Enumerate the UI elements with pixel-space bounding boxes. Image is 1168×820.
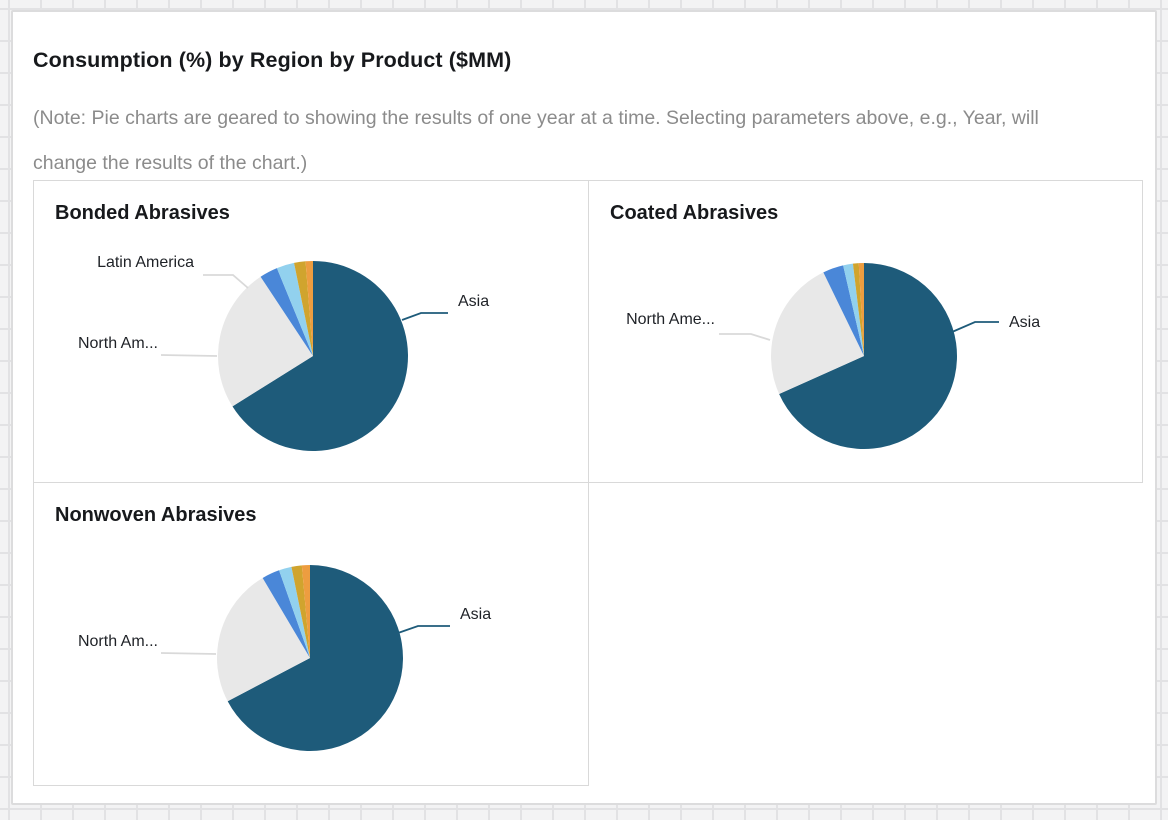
chart-title-bonded-abrasives: Bonded Abrasives <box>55 202 230 224</box>
chart-title-nonwoven-abrasives: Nonwoven Abrasives <box>55 504 257 526</box>
leader-line-north-america <box>160 652 217 655</box>
chart-cell-nonwoven-abrasives: North Am... Asia Nonwoven Abrasives <box>33 482 589 786</box>
pie-slice-north-am[interactable] <box>216 577 310 702</box>
coated-abrasives-pie-chart: North Ame... Asia <box>626 263 1040 449</box>
leader-line-north-america <box>160 354 218 357</box>
pie-slice-latin-america[interactable] <box>260 268 313 356</box>
page-title: Consumption (%) by Region by Product ($M… <box>33 48 512 72</box>
page-note: (Note: Pie charts are geared to showing … <box>33 107 1039 174</box>
pie-slice-unlabeled-3[interactable] <box>843 263 864 356</box>
dashboard-card: Consumption (%) by Region by Product ($M… <box>11 10 1157 805</box>
pie <box>216 565 403 751</box>
pie <box>217 261 408 451</box>
pie-slice-asia[interactable] <box>232 261 408 451</box>
chart-title-coated-abrasives: Coated Abrasives <box>610 202 779 224</box>
pie-slice-asia[interactable] <box>227 565 403 751</box>
pie-slice-unlabeled-2[interactable] <box>823 265 864 356</box>
bonded-abrasives-pie-chart: Latin America North Am... Asia <box>78 254 489 451</box>
leader-line-latin-america <box>203 274 249 289</box>
slice-label-north-america: North Am... <box>78 633 158 650</box>
pie-slice-unlabeled-5[interactable] <box>301 565 310 658</box>
chart-grid: Latin America North Am... Asia Bonded Ab… <box>33 180 1143 786</box>
leader-line-north-america <box>719 333 771 341</box>
pie-slice-unlabeled-2[interactable] <box>262 570 310 658</box>
slice-label-north-america: North Ame... <box>626 311 715 328</box>
leader-line-asia <box>951 321 999 333</box>
slice-label-asia: Asia <box>458 293 489 310</box>
leader-line-asia <box>401 312 448 321</box>
pie-slice-north-am[interactable] <box>217 276 313 407</box>
pie-slice-unlabeled-3[interactable] <box>279 566 310 658</box>
nonwoven-abrasives-pie-chart: North Am... Asia <box>78 565 491 751</box>
pie-slice-unlabeled-5[interactable] <box>305 261 313 356</box>
pie-slice-unlabeled-4[interactable] <box>852 263 864 356</box>
chart-cell-coated-abrasives: North Ame... Asia Coated Abrasives <box>588 180 1143 483</box>
slice-label-asia: Asia <box>1009 314 1040 331</box>
pie-slice-unlabeled-3[interactable] <box>276 262 313 356</box>
pie-slice-unlabeled-4[interactable] <box>294 261 313 356</box>
slice-label-north-america: North Am... <box>78 335 158 352</box>
slice-label-asia: Asia <box>460 606 491 623</box>
pie <box>771 263 958 449</box>
pie-slice-unlabeled-5[interactable] <box>858 263 864 356</box>
pie-slice-unlabeled-4[interactable] <box>291 565 310 658</box>
slice-label-latin-america: Latin America <box>97 254 194 271</box>
pie-slice-asia[interactable] <box>779 263 958 449</box>
pie-slice-north-ame[interactable] <box>771 272 864 394</box>
leader-line-asia <box>397 625 450 634</box>
chart-cell-bonded-abrasives: Latin America North Am... Asia Bonded Ab… <box>33 180 589 483</box>
